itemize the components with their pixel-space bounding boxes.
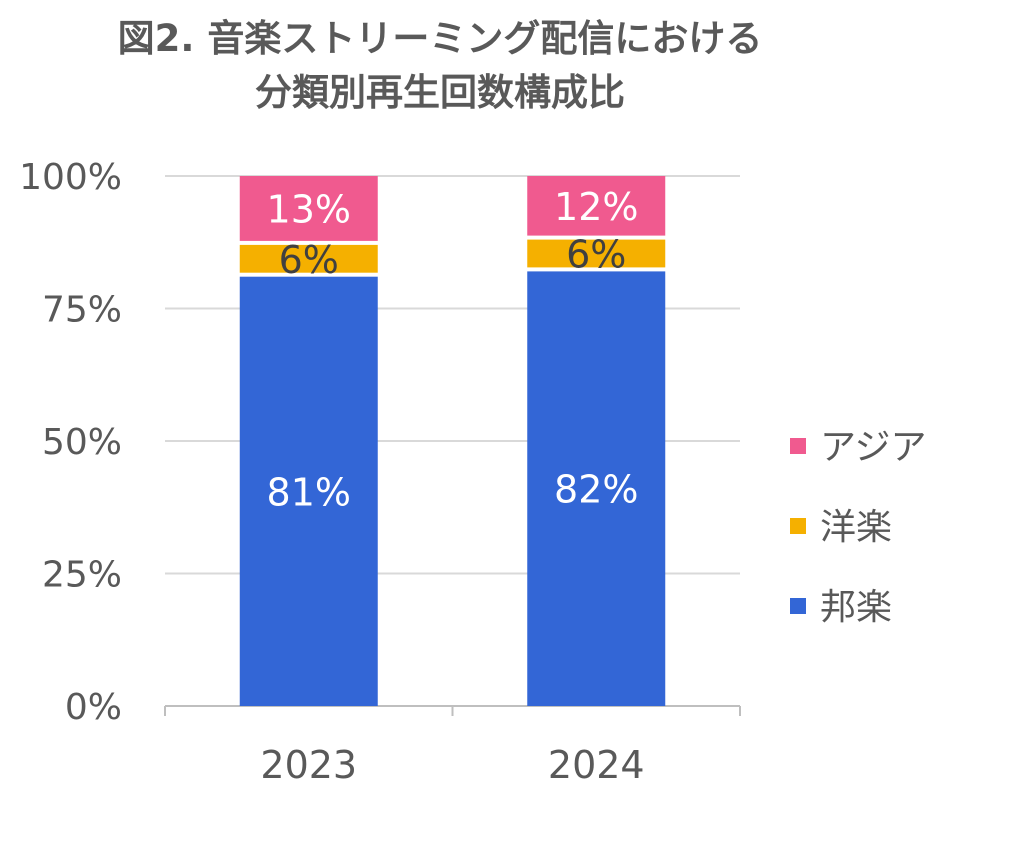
legend-label-邦楽: 邦楽	[820, 587, 892, 628]
bar-2024-アジア	[527, 176, 666, 236]
legend-swatch-洋楽	[790, 518, 806, 534]
chart-title-line-2: 分類別再生回数構成比	[255, 71, 625, 114]
data-label-2024-アジア: 12%	[554, 185, 638, 229]
data-label-2024-邦楽: 82%	[554, 468, 638, 512]
legend-swatch-アジア	[790, 438, 806, 454]
bar-2023-洋楽	[239, 244, 378, 273]
y-tick-label: 75%	[42, 290, 122, 331]
data-label-2023-アジア: 13%	[267, 187, 351, 231]
x-tick-label: 2024	[548, 743, 645, 787]
chart-title-line-1: 図2. 音楽ストリーミング配信における	[117, 17, 763, 60]
data-label-2023-邦楽: 81%	[267, 470, 351, 514]
data-label-2023-洋楽: 6%	[279, 238, 339, 282]
y-tick-label: 25%	[42, 555, 122, 596]
bar-2024-洋楽	[527, 239, 666, 268]
data-label-2024-洋楽: 6%	[566, 233, 626, 277]
bar-2024-邦楽	[527, 271, 666, 706]
bar-2023-アジア	[239, 176, 378, 241]
bar-2023-邦楽	[239, 276, 378, 706]
y-tick-label: 0%	[65, 687, 122, 728]
y-tick-label: 100%	[19, 157, 122, 198]
y-tick-label: 50%	[42, 422, 122, 463]
legend-label-アジア: アジア	[820, 427, 927, 468]
legend-swatch-邦楽	[790, 598, 806, 614]
legend-label-洋楽: 洋楽	[820, 507, 892, 548]
x-tick-label: 2023	[260, 743, 357, 787]
